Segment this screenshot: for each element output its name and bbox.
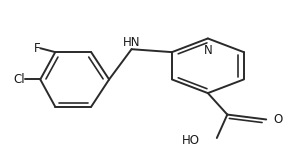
Text: HN: HN [123,36,140,49]
Text: O: O [274,113,283,126]
Text: Cl: Cl [14,73,25,86]
Text: N: N [204,44,212,57]
Text: HO: HO [182,134,200,147]
Text: F: F [34,42,40,55]
